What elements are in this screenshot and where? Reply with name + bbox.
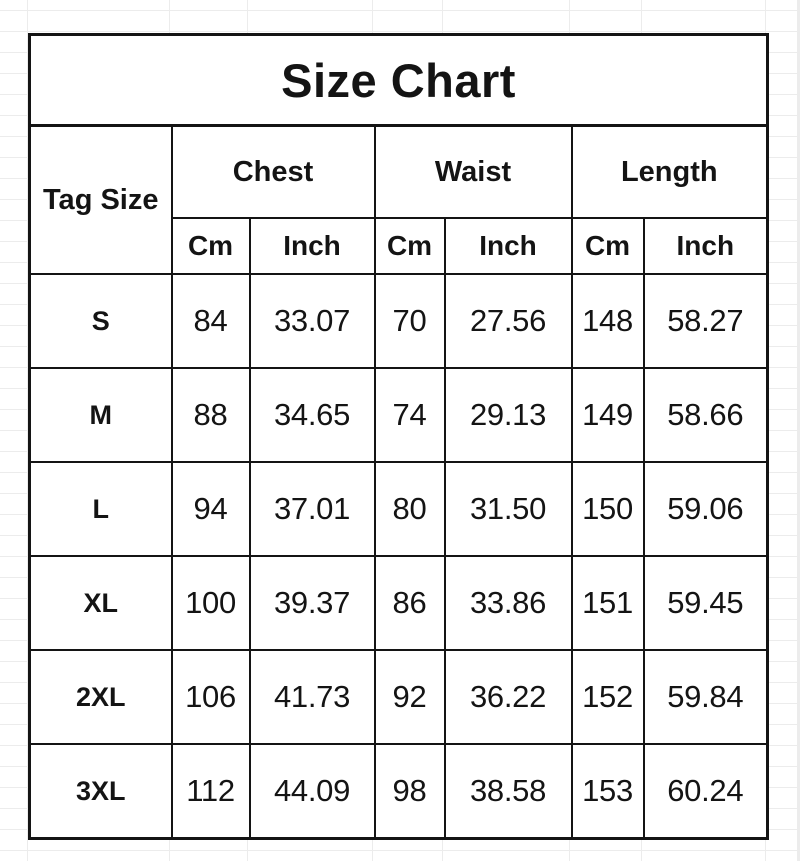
measurement-cell: 88 xyxy=(170,367,251,463)
group-header-waist: Waist xyxy=(373,124,573,219)
measurement-cell: 36.22 xyxy=(443,649,573,745)
measurement-cell: 112 xyxy=(170,743,251,840)
unit-header-row: Cm Inch Cm Inch Cm Inch xyxy=(30,217,769,275)
measurement-cell: 152 xyxy=(570,649,645,745)
page-title: Size Chart xyxy=(28,33,769,127)
measurement-cell: 70 xyxy=(373,273,446,369)
measurement-cell: 29.13 xyxy=(443,367,573,463)
size-label: 3XL xyxy=(28,743,173,840)
measurement-cell: 153 xyxy=(570,743,645,840)
measurement-cell: 33.07 xyxy=(248,273,376,369)
measurement-cell: 59.06 xyxy=(642,461,769,557)
size-label: 2XL xyxy=(28,649,173,745)
measurement-cell: 59.84 xyxy=(642,649,769,745)
group-header-length: Length xyxy=(570,124,769,219)
measurement-cell: 94 xyxy=(170,461,251,557)
size-label: S xyxy=(28,273,173,369)
measurement-cell: 151 xyxy=(570,555,645,651)
unit-header-waist-inch: Inch xyxy=(443,217,573,275)
measurement-cell: 84 xyxy=(170,273,251,369)
measurement-cell: 74 xyxy=(373,367,446,463)
measurement-cell: 34.65 xyxy=(248,367,376,463)
unit-header-chest-cm: Cm xyxy=(170,217,251,275)
measurement-cell: 86 xyxy=(373,555,446,651)
measurement-cell: 106 xyxy=(170,649,251,745)
size-chart-table: Size Chart Tag Size Chest Waist Length C… xyxy=(28,33,770,840)
table-row: 2XL 106 41.73 92 36.22 152 59.84 xyxy=(28,649,769,745)
size-label: M xyxy=(28,367,173,463)
measurement-cell: 44.09 xyxy=(248,743,376,840)
measurement-cell: 59.45 xyxy=(642,555,769,651)
tag-size-header: Tag Size xyxy=(28,124,173,275)
table-row: 3XL 112 44.09 98 38.58 153 60.24 xyxy=(28,743,769,840)
unit-header-length-cm: Cm xyxy=(570,217,645,275)
unit-header-chest-inch: Inch xyxy=(248,217,376,275)
measurement-cell: 41.73 xyxy=(248,649,376,745)
group-header-row: Tag Size Chest Waist Length xyxy=(28,124,769,275)
measurement-cell: 150 xyxy=(570,461,645,557)
measurement-cell: 58.66 xyxy=(642,367,769,463)
table-row: M 88 34.65 74 29.13 149 58.66 xyxy=(28,367,769,463)
measurement-cell: 100 xyxy=(170,555,251,651)
measurement-cell: 149 xyxy=(570,367,645,463)
measurement-cell: 39.37 xyxy=(248,555,376,651)
measurement-cell: 31.50 xyxy=(443,461,573,557)
measurement-cell: 38.58 xyxy=(443,743,573,840)
measurement-cell: 58.27 xyxy=(642,273,769,369)
measurement-cell: 80 xyxy=(373,461,446,557)
measurement-cell: 98 xyxy=(373,743,446,840)
measurement-cell: 92 xyxy=(373,649,446,745)
size-label: XL xyxy=(28,555,173,651)
unit-header-waist-cm: Cm xyxy=(373,217,446,275)
title-row: Size Chart xyxy=(28,33,769,127)
unit-header-length-inch: Inch xyxy=(642,217,769,275)
measurement-cell: 37.01 xyxy=(248,461,376,557)
size-label: L xyxy=(28,461,173,557)
measurement-cell: 33.86 xyxy=(443,555,573,651)
group-header-chest: Chest xyxy=(170,124,376,219)
table-row: L 94 37.01 80 31.50 150 59.06 xyxy=(28,461,769,557)
table-row: S 84 33.07 70 27.56 148 58.27 xyxy=(28,273,769,369)
measurement-cell: 148 xyxy=(570,273,645,369)
measurement-cell: 27.56 xyxy=(443,273,573,369)
measurement-cell: 60.24 xyxy=(642,743,769,840)
table-row: XL 100 39.37 86 33.86 151 59.45 xyxy=(28,555,769,651)
